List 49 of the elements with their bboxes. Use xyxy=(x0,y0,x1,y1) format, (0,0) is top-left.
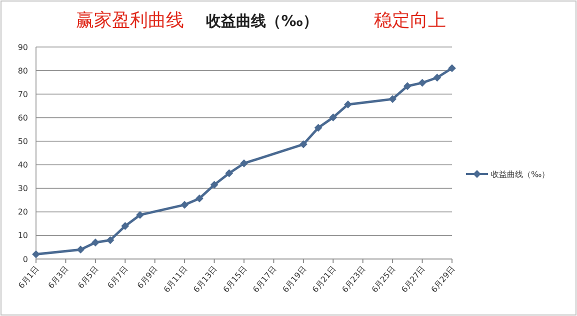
x-tick-label: 6月25日 xyxy=(370,264,398,294)
point xyxy=(344,100,352,108)
x-tick-label: 6月17日 xyxy=(251,264,278,294)
x-tick-label: 6月21日 xyxy=(310,264,338,294)
point xyxy=(299,140,308,148)
point xyxy=(403,82,412,90)
text: 稳定向上 xyxy=(374,10,446,31)
x-tick-label: 6月19日 xyxy=(280,264,308,294)
x-tick-label: 6月5日 xyxy=(76,264,100,290)
y-tick-label: 30 xyxy=(18,184,28,194)
x-tick-label: 6月3日 xyxy=(46,264,70,290)
point xyxy=(225,169,234,178)
y-tick-label: 80 xyxy=(18,66,28,76)
y-tick-label: 10 xyxy=(18,231,28,240)
point xyxy=(91,238,100,246)
text: 赢家盈利曲线 xyxy=(76,10,184,31)
point xyxy=(32,250,40,258)
point xyxy=(195,194,204,202)
y-tick-label: 20 xyxy=(18,208,28,217)
x-tick-label: 6月23日 xyxy=(340,264,368,294)
point xyxy=(329,113,338,122)
y-tick-label: 70 xyxy=(18,90,28,99)
point xyxy=(210,180,218,189)
x-tick-label: 6月7日 xyxy=(106,264,130,290)
point xyxy=(433,74,442,82)
y-tick-label: 40 xyxy=(18,160,28,170)
x-tick-label: 6月29日 xyxy=(430,264,457,294)
point xyxy=(418,78,426,87)
y-tick-label: 90 xyxy=(18,42,28,52)
point xyxy=(240,159,248,168)
point xyxy=(121,222,130,230)
legend-label: 收益曲线（‰） xyxy=(491,170,550,179)
x-tick-label: 6月1日 xyxy=(16,264,41,290)
x-tick-label: 6月11日 xyxy=(162,264,190,294)
point xyxy=(448,64,456,72)
y-tick-label: 60 xyxy=(18,113,28,122)
y-tick-label: 0 xyxy=(22,254,28,264)
point xyxy=(76,246,85,254)
x-tick-label: 6月27日 xyxy=(400,264,427,294)
x-tick-label: 6月15日 xyxy=(222,264,249,294)
x-tick-label: 6月9日 xyxy=(136,264,160,290)
y-tick-label: 50 xyxy=(18,137,28,146)
x-tick-label: 6月13日 xyxy=(192,264,219,294)
point xyxy=(106,236,114,244)
point xyxy=(314,124,322,132)
point xyxy=(388,95,397,104)
point xyxy=(136,210,144,219)
chart-title: 收益曲线（‰） xyxy=(206,12,318,30)
point xyxy=(180,200,189,209)
